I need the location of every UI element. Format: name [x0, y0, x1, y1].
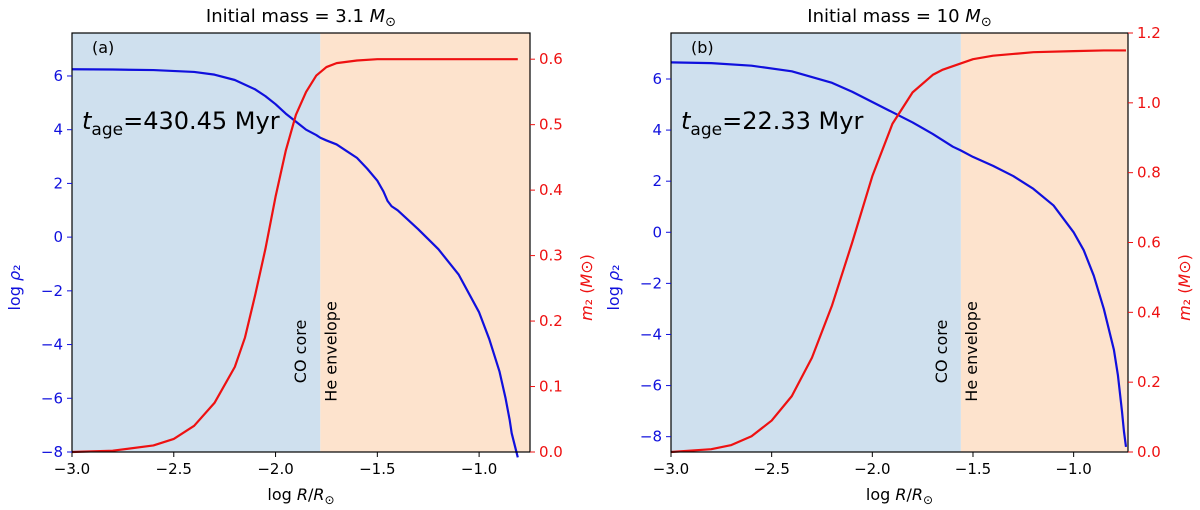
x-tick-label: −2.0	[854, 460, 890, 478]
age-annotation: tage=22.33 Myr	[681, 107, 863, 140]
right-tick-label: 0.0	[1137, 443, 1161, 461]
right-axis-label: m₂ (M⊙)	[577, 254, 596, 321]
x-tick-label: −1.5	[359, 460, 395, 478]
region-co-core	[72, 33, 321, 452]
left-tick-label: 0	[53, 228, 63, 246]
left-tick-label: −2	[41, 282, 63, 300]
region-label-he-envelope: He envelope	[962, 301, 981, 402]
left-axis-label: log ρ₂	[604, 264, 623, 310]
mass-line	[670, 49, 1126, 454]
mass-line	[71, 58, 518, 454]
left-tick-label: 0	[652, 223, 662, 241]
x-tick-label: −2.0	[257, 460, 293, 478]
density-line	[71, 68, 519, 458]
left-tick-label: 6	[652, 70, 662, 88]
right-tick-label: 0.2	[1137, 373, 1161, 391]
region-he-envelope	[960, 33, 1128, 452]
region-he-envelope	[320, 33, 530, 452]
right-tick-label: 0.6	[1137, 234, 1161, 252]
right-tick-label: 0.0	[539, 443, 563, 461]
right-tick-label: 0.5	[539, 116, 563, 134]
left-tick-label: 4	[652, 121, 662, 139]
left-tick-label: 2	[53, 174, 63, 192]
x-tick-label: −2.5	[753, 460, 789, 478]
x-tick-label: −1.0	[1055, 460, 1091, 478]
chart-title: Initial mass = 3.1 M⊙	[206, 6, 396, 30]
x-tick-label: −3.0	[653, 460, 689, 478]
x-tick-label: −1.0	[461, 460, 497, 478]
region-label-co-core: CO core	[291, 320, 310, 384]
left-tick-label: −6	[41, 389, 63, 407]
panel-b: −3.0 −2.5 −2.0 −1.5 −1.0 −8 −6 −4 −2 0 2 4 6 0.0 0.2 0.…	[604, 6, 1194, 507]
right-tick-label: 0.2	[539, 312, 563, 330]
age-annotation: tage=430.45 Myr	[82, 107, 280, 140]
right-tick-label: 0.6	[539, 50, 563, 68]
panel-a: −3.0 −2.5 −2.0 −1.5 −1.0 −8 −6 −4 −2 0 2 4 6 0.0 0.1 0.…	[5, 6, 596, 507]
right-tick-label: 0.8	[1137, 164, 1161, 182]
right-tick-label: 1.0	[1137, 94, 1161, 112]
right-tick-label: 0.4	[1137, 303, 1161, 321]
left-tick-label: 4	[53, 121, 63, 139]
region-co-core	[671, 33, 961, 452]
left-tick-label: 6	[53, 67, 63, 85]
density-line	[670, 61, 1128, 448]
x-tick-label: −1.5	[955, 460, 991, 478]
left-tick-label: −4	[640, 325, 662, 343]
left-tick-label: −8	[41, 443, 63, 461]
panel-label: (a)	[92, 38, 114, 57]
region-label-co-core: CO core	[932, 320, 951, 384]
right-tick-label: 0.4	[539, 181, 563, 199]
left-tick-label: −2	[640, 274, 662, 292]
left-tick-label: 2	[652, 172, 662, 190]
left-axis-label: log ρ₂	[5, 264, 24, 310]
left-tick-label: −4	[41, 336, 63, 354]
right-tick-label: 0.1	[539, 378, 563, 396]
plot-frame	[71, 32, 531, 453]
left-tick-label: −8	[640, 428, 662, 446]
x-axis-label: log R/R⊙	[267, 485, 334, 507]
region-label-he-envelope: He envelope	[322, 301, 341, 402]
right-tick-label: 1.2	[1137, 24, 1161, 42]
panel-label: (b)	[691, 38, 714, 57]
right-tick-label: 0.3	[539, 247, 563, 265]
x-tick-label: −2.5	[156, 460, 192, 478]
x-axis-label: log R/R⊙	[866, 485, 933, 507]
left-tick-label: −6	[640, 377, 662, 395]
x-tick-label: −3.0	[54, 460, 90, 478]
right-axis-label: m₂ (M⊙)	[1175, 254, 1194, 321]
chart-title: Initial mass = 10 M⊙	[807, 6, 991, 30]
